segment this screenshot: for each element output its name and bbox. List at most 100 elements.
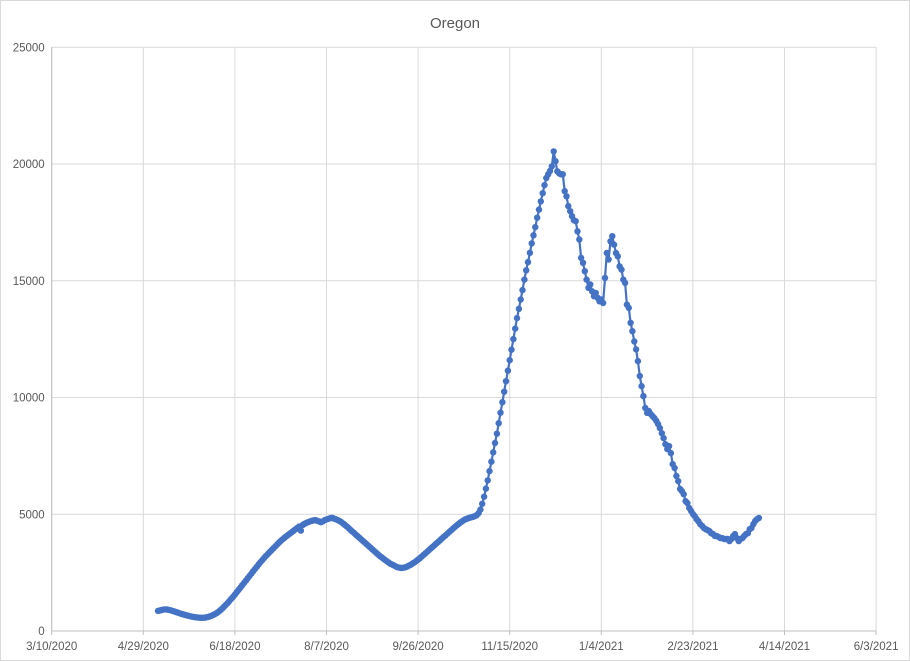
- series-marker: [592, 289, 599, 297]
- y-tick-label: 0: [38, 626, 44, 638]
- series-marker: [563, 193, 570, 200]
- x-tick-label: 3/10/2020: [26, 641, 77, 653]
- series-marker: [660, 434, 667, 442]
- series-marker: [671, 464, 678, 472]
- series-marker: [583, 276, 590, 283]
- series-marker: [524, 258, 532, 266]
- series-marker: [675, 477, 682, 485]
- x-tick-label: 6/18/2020: [209, 641, 260, 653]
- series-marker: [631, 338, 638, 345]
- series-marker: [480, 493, 488, 500]
- series-marker: [658, 430, 665, 437]
- series-marker: [567, 208, 574, 215]
- series-marker: [515, 305, 523, 312]
- series-marker: [512, 325, 519, 332]
- series-marker: [526, 249, 534, 256]
- series-marker: [504, 367, 512, 374]
- series-layer: [154, 148, 763, 621]
- series-marker: [629, 328, 636, 335]
- series-marker: [502, 378, 510, 385]
- series-marker: [552, 158, 559, 165]
- series-marker: [605, 256, 612, 263]
- series-marker: [577, 254, 585, 262]
- series-marker: [638, 382, 645, 390]
- series-marker: [488, 458, 495, 465]
- series-marker: [601, 274, 609, 282]
- series-marker: [559, 171, 566, 178]
- series-marker: [550, 148, 557, 155]
- y-tick-label: 15000: [13, 276, 45, 288]
- y-tick-label: 20000: [13, 159, 45, 171]
- series-marker: [532, 223, 539, 231]
- series-marker: [510, 335, 517, 343]
- series-marker: [640, 392, 647, 400]
- series-marker: [523, 267, 530, 274]
- series-marker: [491, 439, 499, 447]
- series-marker: [521, 276, 528, 283]
- series-marker: [579, 259, 587, 266]
- series-marker: [574, 228, 581, 235]
- x-tick-label: 9/26/2020: [393, 641, 444, 653]
- series-marker: [528, 240, 535, 247]
- x-tick-label: 6/3/2021: [854, 641, 899, 653]
- series-marker: [541, 181, 548, 189]
- x-tick-label: 4/14/2021: [759, 641, 810, 653]
- series-marker: [581, 268, 588, 275]
- series-marker: [684, 499, 691, 507]
- series-marker: [499, 399, 506, 406]
- series-marker: [482, 485, 490, 492]
- series-marker: [587, 281, 594, 288]
- series-marker: [497, 409, 504, 416]
- series-marker: [513, 314, 521, 322]
- series-marker: [576, 236, 583, 243]
- axis-layer: [51, 47, 877, 635]
- series-marker: [535, 206, 543, 213]
- x-tick-label: 8/7/2020: [304, 641, 349, 653]
- label-layer: 0 5000 10000 15000 20000 25000 3/10/2020 4/29/2…: [13, 42, 899, 653]
- series-marker: [636, 372, 643, 380]
- series-marker: [501, 388, 508, 395]
- series-marker: [603, 249, 610, 257]
- series-marker: [665, 442, 673, 450]
- series-marker: [539, 190, 546, 197]
- series-marker: [484, 477, 491, 484]
- series-marker: [667, 449, 675, 457]
- series-marker: [534, 214, 541, 221]
- series-marker: [477, 506, 484, 513]
- series-marker: [519, 286, 526, 294]
- series-marker: [627, 319, 634, 326]
- series-marker: [634, 357, 642, 365]
- series-marker: [517, 296, 524, 303]
- series-marker: [537, 198, 544, 205]
- series-marker: [625, 304, 632, 312]
- series-marker: [530, 232, 537, 239]
- series-marker: [506, 357, 513, 364]
- series-line: [156, 150, 761, 619]
- series-marker: [610, 241, 618, 248]
- grid-layer: [51, 46, 877, 632]
- y-tick-label: 10000: [13, 393, 45, 405]
- series-marker: [614, 253, 621, 260]
- y-tick-label: 5000: [19, 509, 45, 521]
- x-tick-label: 4/29/2020: [118, 641, 169, 653]
- x-tick-label: 1/4/2021: [579, 641, 624, 653]
- series-marker: [621, 279, 629, 287]
- series-marker: [609, 233, 616, 240]
- series-marker: [565, 202, 572, 210]
- series-marker: [548, 163, 555, 170]
- series-marker: [572, 218, 579, 225]
- series-marker: [561, 187, 568, 195]
- series-marker: [680, 491, 687, 498]
- series-marker: [493, 430, 501, 437]
- chart-title: Oregon: [430, 15, 480, 32]
- series-marker: [618, 266, 625, 273]
- series-marker: [673, 472, 680, 480]
- series-marker: [495, 420, 502, 427]
- series-marker: [490, 449, 497, 456]
- x-tick-label: 11/15/2020: [481, 641, 538, 653]
- series-marker: [656, 424, 664, 432]
- series-marker: [486, 467, 493, 475]
- series-marker: [632, 346, 640, 353]
